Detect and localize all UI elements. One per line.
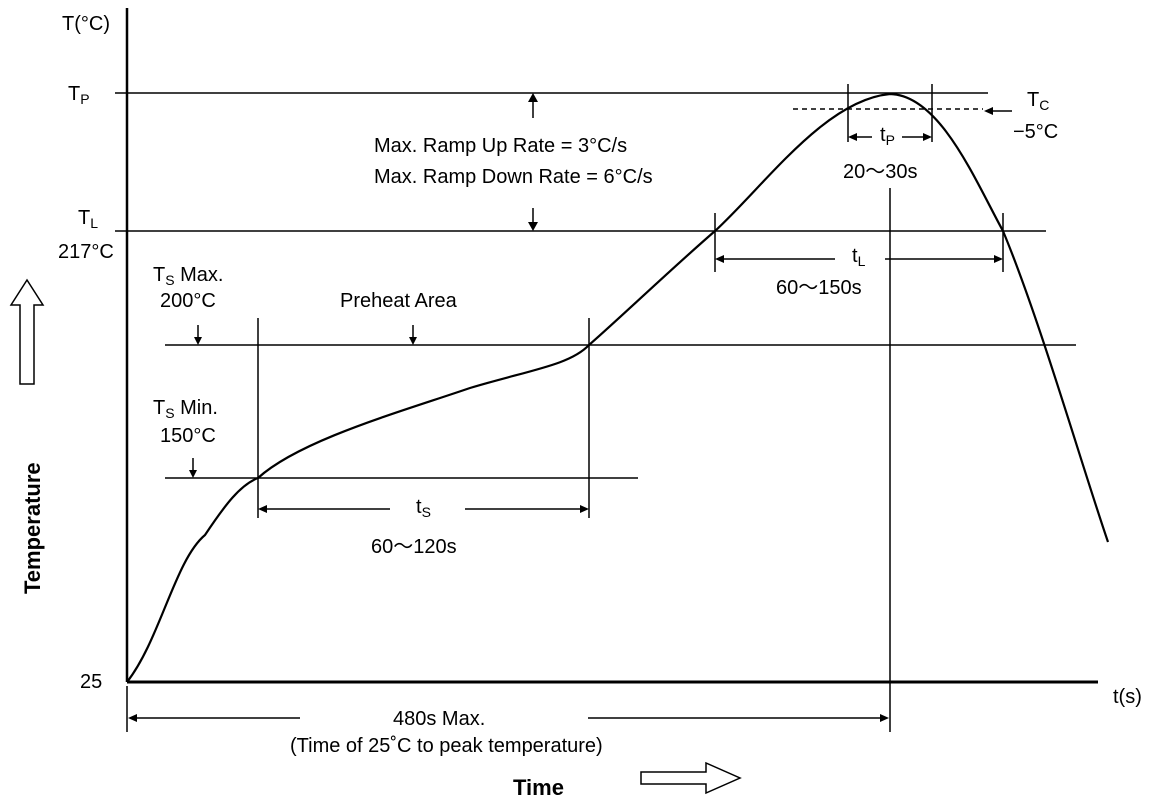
x-axis-label: Time [513,775,564,800]
tc-label: TC [1027,89,1049,113]
ramp-arrow-up-head [528,93,538,102]
ts-max-arrow-head [194,337,202,345]
tl-span-value: 60～150s [776,277,862,299]
ts-min-value: 150°C [160,425,216,447]
ts-span-left-head [258,505,267,513]
total-time-note: (Time of 25˚C to peak temperature) [290,735,603,757]
tl-span-right-head [994,255,1003,263]
ts-min-arrow-head [189,470,197,478]
y-origin-label: 25 [80,671,102,693]
total-time-label: 480s Max. [393,708,485,730]
ts-span-value: 60～120s [371,536,457,558]
preheat-arrow-head [409,337,417,345]
ts-min-label: TS Min. [153,397,218,421]
ramp-arrow-down-head [528,222,538,231]
ts-span-right-head [580,505,589,513]
tp-span-left-head [848,133,857,141]
x-axis-unit: t(s) [1113,686,1142,708]
total-span-right-head [880,714,889,722]
tp-span-label: tP [880,124,895,148]
tl-span-left-head [715,255,724,263]
total-span-left-head [128,714,137,722]
temperature-arrow-icon [9,278,45,385]
tp-label: TP [68,83,90,107]
tl-label: TL [78,207,98,231]
tl-span-label: tL [852,245,866,269]
ts-span-label: tS [416,496,431,520]
tp-span-value: 20～30s [843,161,918,183]
ts-max-label: TS Max. [153,264,223,288]
ramp-up-label: Max. Ramp Up Rate = 3°C/s [374,135,627,157]
reflow-curve [126,92,1110,683]
tp-span-right-head [923,133,932,141]
preheat-label: Preheat Area [340,290,458,312]
tl-value: 217°C [58,241,114,263]
time-arrow-icon [640,761,742,795]
y-axis-label: Temperature [20,462,45,594]
ramp-down-label: Max. Ramp Down Rate = 6°C/s [374,166,653,188]
tc-value: −5°C [1013,121,1058,143]
y-axis-unit: T(°C) [62,13,110,35]
ts-max-value: 200°C [160,290,216,312]
tc-arrow-head [984,107,993,115]
